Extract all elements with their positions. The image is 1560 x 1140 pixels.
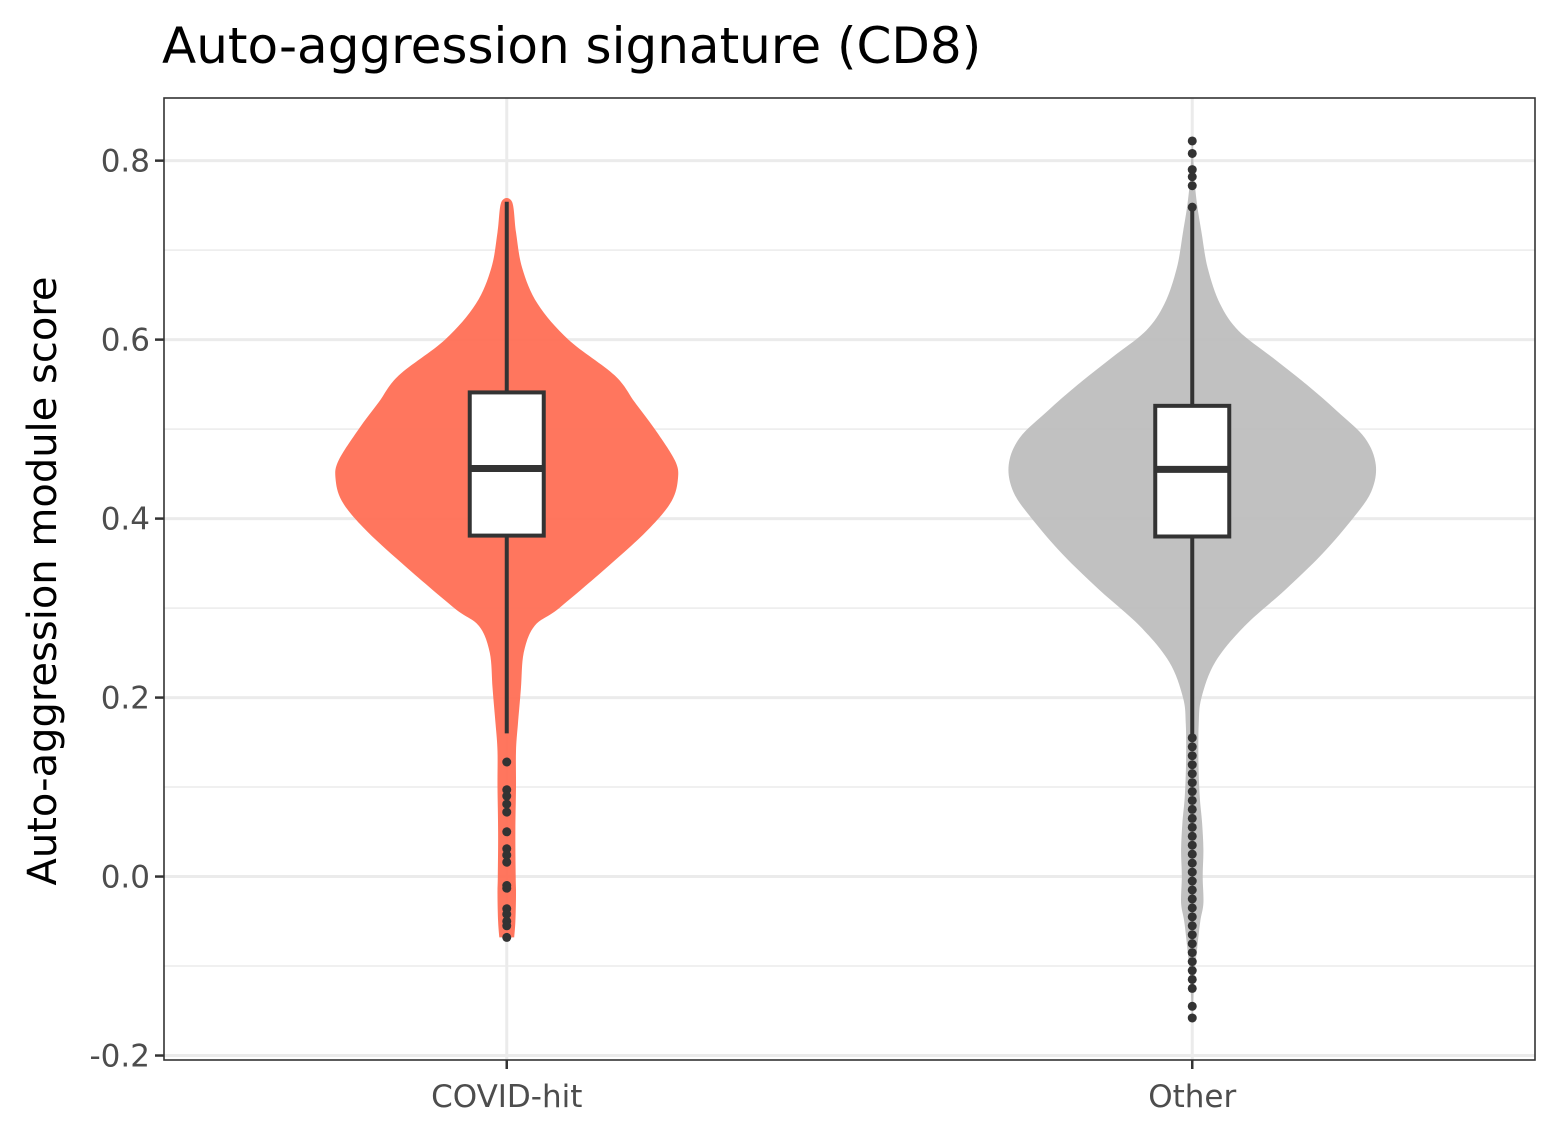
axes: -0.2 0.0 0.2 0.4 0.6 0.8 COVID-hit Other [90, 144, 1237, 1115]
outlier-point [1187, 804, 1197, 814]
outlier-point [502, 932, 512, 942]
outlier-point [502, 827, 512, 837]
y-tick-label: 0.8 [101, 144, 150, 180]
outlier-point [1187, 733, 1197, 743]
chart-title: Auto-aggression signature (CD8) [162, 17, 981, 75]
outlier-point [1187, 894, 1197, 904]
outlier-point [1187, 974, 1197, 984]
outlier-point [1187, 939, 1197, 949]
outlier-point [1187, 876, 1197, 886]
outlier-point [1187, 148, 1197, 158]
outlier-point [1187, 795, 1197, 805]
outlier-point [502, 799, 512, 809]
y-tick-label: 0.6 [101, 323, 150, 359]
y-tick-label: 0.4 [101, 502, 150, 538]
outlier-point [1187, 903, 1197, 913]
outlier-point [1187, 867, 1197, 877]
outlier-point [1187, 966, 1197, 976]
x-tick-label: Other [1148, 1079, 1236, 1115]
outlier-point [1187, 172, 1197, 182]
panel-border [163, 97, 1536, 1061]
outlier-point [1187, 751, 1197, 761]
outlier-point [1187, 136, 1197, 146]
outlier-point [1187, 760, 1197, 770]
outlier-point [1187, 1001, 1197, 1011]
outlier-point [1187, 202, 1197, 212]
outlier-point [502, 909, 512, 919]
outlier-point [1187, 912, 1197, 922]
outlier-point [1187, 778, 1197, 788]
outlier-point [1187, 858, 1197, 868]
outlier-point [502, 921, 512, 931]
outlier-point [502, 757, 512, 767]
outlier-point [502, 785, 512, 795]
outlier-point [502, 857, 512, 867]
outlier-point [1187, 983, 1197, 993]
outlier-point [502, 850, 512, 860]
y-tick-label: -0.2 [90, 1039, 151, 1075]
outlier-point [502, 791, 512, 801]
outlier-point [1187, 813, 1197, 823]
outlier-point [1187, 948, 1197, 958]
outlier-point [1187, 957, 1197, 967]
outlier-point [502, 844, 512, 854]
outlier-point [1187, 769, 1197, 779]
outlier-point [502, 883, 512, 893]
outlier-point [1187, 181, 1197, 191]
major-gridlines [164, 98, 1535, 1060]
x-tick-label: COVID-hit [431, 1079, 582, 1115]
y-tick-label: 0.2 [101, 681, 150, 717]
minor-gridlines [164, 249, 1535, 967]
outlier-point [1187, 885, 1197, 895]
y-tick-label: 0.0 [101, 860, 150, 896]
boxplot-layer [467, 201, 1232, 736]
outlier-point [502, 807, 512, 817]
outlier-point [1187, 831, 1197, 841]
outlier-point [1187, 165, 1197, 175]
outlier-point [1187, 822, 1197, 832]
y-axis-label: Auto-aggression module score [20, 277, 66, 886]
outlier-point [1187, 1013, 1197, 1023]
outlier-point [1187, 930, 1197, 940]
outlier-layer [502, 136, 1197, 1023]
outlier-point [1187, 849, 1197, 859]
outlier-point [1187, 921, 1197, 931]
box-iqr [467, 390, 546, 538]
outlier-point [1187, 787, 1197, 797]
outlier-point [1187, 840, 1197, 850]
outlier-point [1187, 742, 1197, 752]
violin-layer [335, 138, 1377, 1020]
